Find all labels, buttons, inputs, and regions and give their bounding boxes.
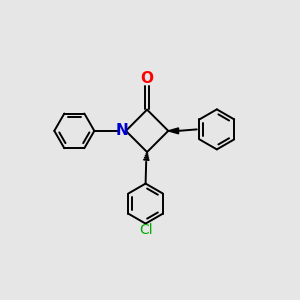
Text: O: O bbox=[141, 71, 154, 86]
Text: Cl: Cl bbox=[139, 223, 152, 237]
Polygon shape bbox=[168, 128, 178, 134]
Text: N: N bbox=[116, 123, 128, 138]
